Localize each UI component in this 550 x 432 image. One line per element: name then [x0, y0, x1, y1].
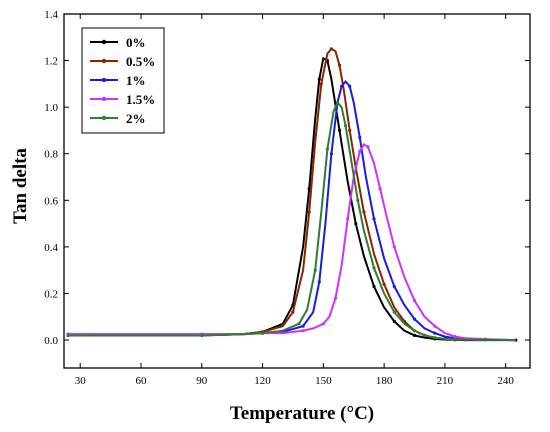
data-point	[354, 222, 358, 226]
series-line-3	[68, 143, 516, 342]
data-point	[337, 63, 342, 67]
data-point	[412, 329, 417, 333]
y-tick-label: 0.4	[44, 242, 58, 254]
legend-label-2: 1%	[126, 73, 146, 88]
data-point	[297, 322, 301, 326]
data-point	[346, 217, 350, 221]
data-point	[307, 210, 311, 214]
data-point	[358, 135, 362, 139]
legend-label-3: 1.5%	[126, 92, 155, 107]
plot-area	[66, 47, 518, 342]
legend-marker-4	[101, 115, 107, 121]
legend-marker-1	[101, 58, 107, 64]
data-point	[313, 268, 317, 272]
y-tick-label: 0.8	[44, 149, 58, 161]
data-point	[335, 100, 340, 105]
data-point	[317, 280, 321, 284]
data-point	[453, 335, 457, 339]
data-point	[66, 333, 70, 337]
data-point	[340, 84, 344, 88]
data-point	[356, 198, 360, 202]
data-point	[483, 338, 487, 342]
legend: 0% 0.5% 1% 1.5% 2%	[81, 27, 165, 134]
legend-label-4: 2%	[126, 111, 146, 126]
data-point	[392, 319, 396, 323]
data-point	[366, 145, 370, 149]
y-tick-label: 0.0	[44, 335, 58, 347]
data-point	[378, 187, 382, 191]
legend-marker-0	[101, 39, 107, 45]
data-point	[392, 284, 396, 289]
data-point	[301, 324, 305, 328]
data-point	[344, 124, 348, 128]
data-point	[319, 82, 323, 86]
x-tick-label: 30	[75, 375, 87, 387]
data-point	[317, 77, 321, 81]
y-tick-label: 0.6	[44, 195, 58, 207]
data-point	[200, 333, 204, 337]
data-point	[372, 266, 376, 270]
data-point	[412, 298, 417, 303]
series-line-4	[68, 100, 516, 342]
data-point	[392, 310, 396, 314]
data-point	[329, 47, 333, 51]
data-point	[291, 310, 295, 314]
data-point	[433, 324, 437, 328]
data-point	[362, 210, 366, 214]
data-point	[348, 84, 352, 88]
data-point	[358, 149, 362, 153]
legend-label-1: 0.5%	[126, 54, 155, 69]
x-tick-label: 90	[196, 375, 208, 387]
y-tick-label: 0.2	[44, 288, 58, 300]
data-point	[329, 152, 333, 156]
legend-marker-3	[101, 96, 107, 102]
data-point	[433, 331, 437, 335]
data-point	[321, 322, 325, 326]
data-point	[433, 336, 437, 340]
legend-marker-2	[101, 77, 107, 83]
series-4	[66, 100, 516, 342]
x-tick-label: 210	[437, 375, 454, 387]
axes: 30 60 90 120 150 180 210 240 0.0 0.2 0.4 0.6 0.8 1.0 1…	[44, 9, 531, 387]
data-point	[337, 128, 342, 132]
data-point	[301, 329, 305, 333]
legend-label-0: 0%	[126, 35, 146, 50]
series-3	[66, 143, 516, 342]
x-tick-label: 120	[254, 375, 271, 387]
data-point	[348, 128, 352, 132]
y-tick-label: 1.2	[44, 56, 58, 68]
data-point	[261, 331, 265, 335]
data-point	[392, 245, 396, 249]
plot-frame	[63, 13, 531, 369]
data-point	[412, 317, 417, 321]
data-point	[372, 284, 376, 289]
data-point	[307, 187, 311, 191]
y-axis-title: Tan delta	[10, 148, 31, 224]
data-point	[372, 217, 376, 221]
data-point	[412, 333, 417, 337]
data-point	[453, 337, 457, 341]
x-tick-label: 60	[135, 375, 147, 387]
y-tick-label: 1.4	[44, 9, 58, 21]
data-point	[325, 147, 329, 151]
x-tick-label: 240	[497, 375, 514, 387]
x-axis-title: Temperature (°C)	[230, 403, 374, 424]
y-tick-label: 1.0	[44, 102, 58, 114]
data-point	[333, 296, 338, 300]
x-tick-label: 180	[376, 375, 393, 387]
data-point	[382, 282, 386, 286]
x-tick-label: 150	[315, 375, 332, 387]
